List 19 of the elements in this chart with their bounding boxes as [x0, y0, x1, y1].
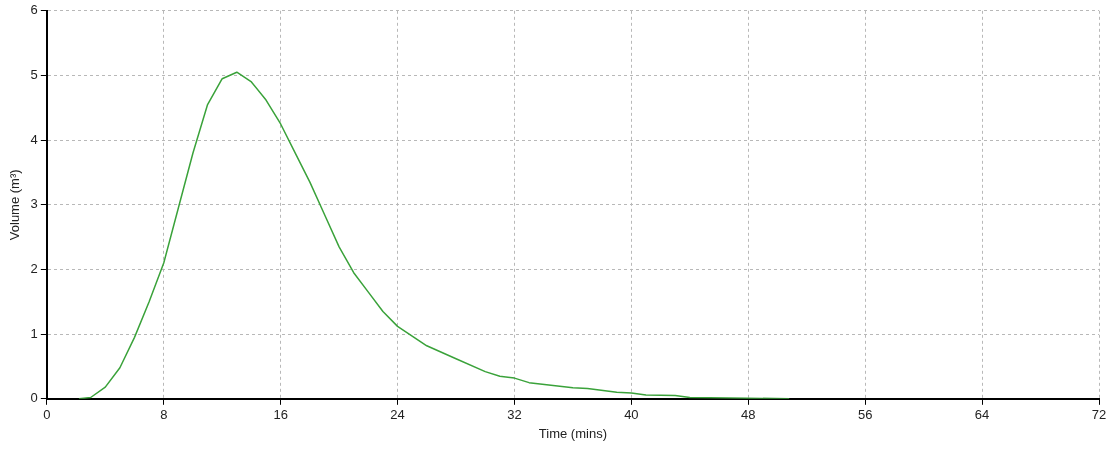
y-tick-label: 6 — [30, 2, 38, 18]
x-tick-label: 0 — [43, 407, 51, 423]
y-tick-label: 3 — [30, 196, 38, 212]
y-tick-label: 4 — [30, 131, 38, 147]
x-tick-label: 32 — [507, 407, 522, 423]
x-tick-label: 24 — [390, 407, 405, 423]
y-axis-title: Volume (m³) — [7, 169, 23, 241]
x-tick-label: 16 — [273, 407, 288, 423]
x-tick-label: 48 — [741, 407, 756, 423]
y-tick-label: 2 — [30, 261, 38, 277]
y-tick-label: 5 — [30, 67, 38, 83]
y-tick-label: 1 — [30, 325, 38, 341]
x-tick-label: 40 — [624, 407, 639, 423]
x-tick-label: 56 — [857, 407, 873, 423]
x-tick-label: 72 — [1091, 407, 1107, 423]
x-tick-label: 8 — [160, 407, 168, 423]
x-axis-title: Time (mins) — [538, 425, 607, 441]
x-tick-label: 64 — [974, 407, 990, 423]
y-tick-label: 0 — [30, 390, 38, 406]
